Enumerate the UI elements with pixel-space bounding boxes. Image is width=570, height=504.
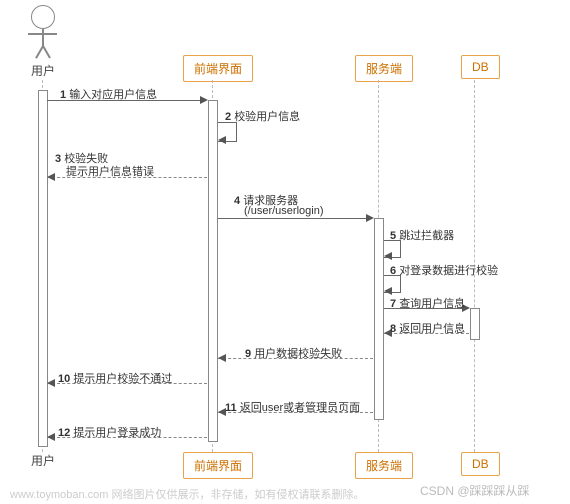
- arrow-head-6: [384, 287, 392, 295]
- msg-4-sub: (/user/userlogin): [244, 205, 323, 217]
- sequence-diagram: { "diagram": { "type": "sequence", "back…: [0, 0, 570, 504]
- actor-body-top: [42, 28, 44, 46]
- actor-label-top: 用户: [31, 62, 55, 79]
- msg-8: 8 返回用户信息: [390, 320, 465, 336]
- watermark-right: CSDN @踩踩踩从踩: [420, 482, 530, 499]
- actor-head-top: [31, 5, 55, 29]
- lifeline-box-db-bottom: DB: [461, 452, 500, 476]
- lifeline-box-frontend-top: 前端界面: [183, 55, 253, 82]
- lifeline-box-frontend-bottom: 前端界面: [183, 452, 253, 479]
- arrow-head-9: [218, 354, 226, 362]
- msg-6: 6 对登录数据进行校验: [390, 262, 498, 278]
- arrow-head-10: [47, 379, 55, 387]
- arrow-head-5: [384, 252, 392, 260]
- lifeline-box-db-top: DB: [461, 55, 500, 79]
- msg-3-sub: 提示用户信息错误: [66, 163, 154, 179]
- msg-5: 5 跳过拦截器: [390, 227, 454, 243]
- activation-server: [374, 218, 384, 420]
- msg-9: 9 用户数据校验失败: [245, 345, 342, 361]
- msg-11: 11 返回user或者管理员页面: [225, 399, 360, 415]
- arrow-head-4: [366, 214, 374, 222]
- arrow-head-12: [47, 433, 55, 441]
- msg-12: 12 提示用户登录成功: [58, 424, 161, 440]
- arrow-head-1: [200, 96, 208, 104]
- arrow-head-3: [47, 173, 55, 181]
- watermark-left: www.toymoban.com 网络图片仅供展示，非存储，如有侵权请联系删除。: [10, 486, 364, 502]
- arrow-4: [218, 218, 370, 219]
- msg-10: 10 提示用户校验不通过: [58, 370, 172, 386]
- msg-7: 7 查询用户信息: [390, 295, 465, 311]
- msg-1: 1 输入对应用户信息: [60, 86, 157, 102]
- activation-frontend: [208, 100, 218, 442]
- activation-db: [470, 308, 480, 340]
- actor-arm-top: [28, 33, 57, 35]
- lifeline-box-server-bottom: 服务端: [355, 452, 413, 479]
- activation-user: [38, 90, 48, 447]
- actor-label-bottom: 用户: [31, 452, 55, 469]
- lifeline-box-server-top: 服务端: [355, 55, 413, 82]
- arrow-head-2: [218, 136, 226, 144]
- msg-2: 2 校验用户信息: [225, 108, 300, 124]
- actor-leg-top-r: [42, 46, 50, 59]
